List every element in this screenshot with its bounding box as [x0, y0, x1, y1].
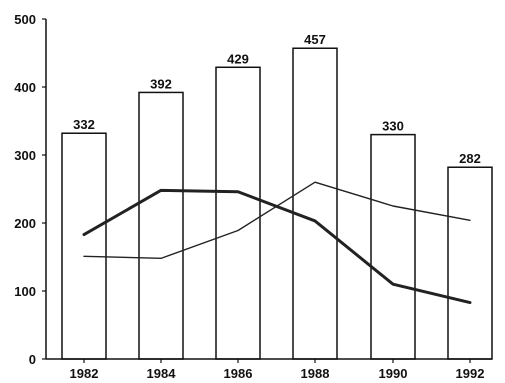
bars-layer [61, 47, 493, 360]
bar-1988 [292, 47, 338, 360]
y-tick-labels: 0 100 200 300 400 500 [14, 12, 46, 367]
y-tick-label-300: 300 [14, 148, 36, 163]
bar-1984 [138, 91, 184, 360]
data-label-1986: 429 [227, 51, 249, 66]
y-tick-label-500: 500 [14, 12, 36, 27]
x-tick-label-1990: 1990 [379, 366, 408, 381]
data-labels: 332 392 429 457 330 282 [73, 32, 481, 166]
bar-1986 [215, 66, 261, 360]
bar-1990 [370, 133, 416, 360]
bar-1992 [447, 166, 493, 360]
y-tick-label-100: 100 [14, 284, 36, 299]
bar-1982 [61, 132, 107, 360]
x-tick-label-1992: 1992 [456, 366, 485, 381]
y-tick-label-200: 200 [14, 216, 36, 231]
x-tick-label-1984: 1984 [147, 366, 177, 381]
line-series-thin [83, 181, 471, 260]
data-label-1992: 282 [459, 151, 481, 166]
x-tick-label-1986: 1986 [224, 366, 253, 381]
lines-layer [82, 181, 472, 305]
x-tick-label-1988: 1988 [301, 366, 330, 381]
data-label-1982: 332 [73, 117, 95, 132]
x-tick-labels: 1982 1984 1986 1988 1990 1992 [70, 359, 485, 381]
data-label-1984: 392 [150, 76, 172, 91]
data-label-1990: 330 [382, 119, 404, 134]
y-tick-label-400: 400 [14, 80, 36, 95]
x-tick-label-1982: 1982 [70, 366, 99, 381]
axes-layer [45, 19, 492, 360]
data-label-1988: 457 [304, 32, 326, 47]
y-tick-label-0: 0 [29, 352, 36, 367]
